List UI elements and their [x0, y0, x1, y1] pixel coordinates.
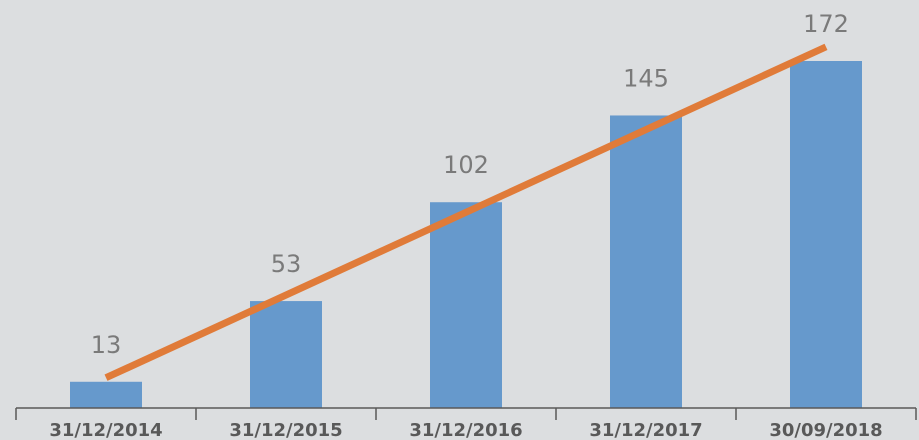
bar	[790, 61, 862, 408]
value-label: 172	[803, 10, 849, 38]
value-label: 102	[443, 151, 489, 179]
x-tick-label: 30/09/2018	[769, 420, 882, 440]
bar	[70, 381, 142, 408]
x-tick-label: 31/12/2016	[409, 420, 522, 440]
bar	[250, 301, 322, 408]
value-label: 53	[271, 250, 302, 278]
bar	[610, 115, 682, 408]
bar	[430, 202, 502, 408]
x-tick-label: 31/12/2014	[49, 420, 162, 440]
value-label: 13	[91, 331, 122, 359]
trend-line	[104, 43, 828, 381]
value-label: 145	[623, 64, 669, 92]
x-tick-label: 31/12/2017	[589, 420, 702, 440]
x-tick-label: 31/12/2015	[229, 420, 342, 440]
